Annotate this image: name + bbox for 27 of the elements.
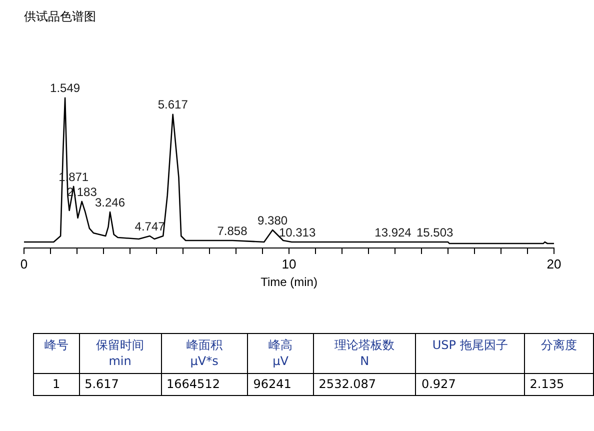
text: 1	[34, 374, 80, 396]
annotation: 9.380	[258, 213, 288, 228]
annotation: 10.313	[278, 225, 316, 240]
text: 2532.087	[313, 374, 416, 396]
text: 理论塔板数 N	[313, 334, 416, 374]
text: 峰面积 μV*s	[161, 334, 248, 374]
x-tick-label: 0	[20, 256, 28, 272]
text: 峰高 μV	[248, 334, 314, 374]
text: 1664512	[161, 374, 248, 396]
x-tick-label: 20	[546, 256, 562, 272]
text: 2.135	[524, 374, 594, 396]
text: 96241	[248, 374, 314, 396]
annotation: 7.858	[217, 224, 248, 238]
annotation: 1.549	[50, 81, 80, 96]
text: 0.927	[416, 374, 524, 396]
annotation: 15.503	[416, 225, 454, 240]
text: 分离度	[524, 334, 594, 374]
text: 5.617	[79, 374, 162, 396]
chart-title: 供试品色谱图	[24, 9, 96, 24]
x-tick-label: 10	[282, 256, 296, 272]
text: 保留时间 min	[79, 334, 162, 374]
annotation: 5.617	[158, 98, 188, 112]
annotation: 13.924	[374, 225, 412, 240]
annotation: 3.246	[95, 195, 126, 210]
text: 峰号	[34, 334, 80, 374]
x-axis-title: Time (min)	[260, 275, 318, 290]
text: USP 拖尾因子	[416, 334, 524, 374]
